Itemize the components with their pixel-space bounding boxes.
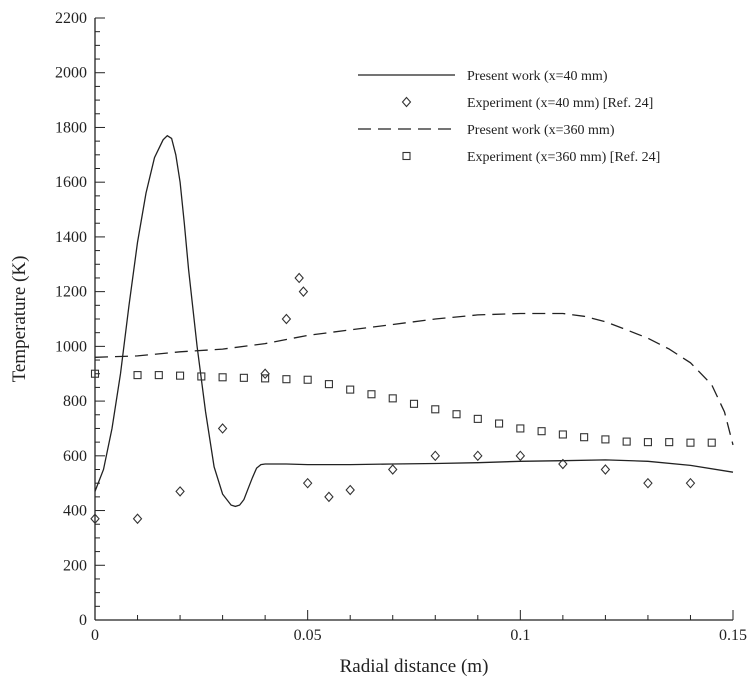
diamond-point [294, 272, 304, 284]
diamond-point [473, 450, 483, 462]
legend-square-marker [402, 151, 411, 161]
legend-label: Experiment (x=360 mm) [Ref. 24] [467, 150, 660, 165]
x-tick-label: 0.15 [719, 627, 747, 644]
square-point [90, 369, 100, 378]
diamond-point [430, 450, 441, 462]
square-point [218, 373, 227, 382]
solid-series-line [94, 134, 734, 508]
square-point [686, 438, 695, 447]
diamond-point [558, 458, 568, 470]
y-tick-label: 200 [63, 557, 87, 574]
diamond-point [685, 477, 696, 489]
legend: Present work (x=40 mm) Experiment (x=40 m… [358, 69, 660, 165]
legend-label: Present work (x=40 mm) [467, 69, 608, 84]
dashed-series-line [94, 312, 734, 446]
series-3 [94, 312, 734, 446]
square-point [261, 374, 270, 383]
diamond-point [281, 313, 292, 325]
diamond-point [90, 513, 100, 525]
legend-item: Present work (x=360 mm) [358, 123, 615, 138]
square-point [643, 438, 652, 447]
diamond-point [298, 286, 309, 297]
square-point [176, 371, 185, 380]
square-point [133, 371, 142, 380]
diamond-point [175, 486, 185, 497]
diamond-point [643, 477, 653, 489]
square-point [473, 414, 482, 423]
y-tick-label: 0 [79, 612, 87, 629]
square-point [197, 372, 206, 381]
square-point [346, 385, 355, 394]
series-1 [94, 134, 734, 508]
legend-item: Present work (x=40 mm) [358, 69, 608, 84]
square-point [495, 419, 504, 428]
diamond-point [260, 368, 270, 380]
square-point [452, 410, 461, 419]
square-point [537, 427, 546, 436]
y-tick-label: 1800 [55, 119, 87, 136]
diamond-point [132, 513, 143, 525]
y-tick-label: 800 [63, 393, 87, 410]
legend-label: Present work (x=360 mm) [467, 123, 615, 138]
legend-item: Experiment (x=360 mm) [Ref. 24] [402, 150, 660, 165]
square-point [303, 375, 312, 384]
x-tick-label: 0.1 [510, 627, 530, 644]
axes: 0 200 400 600 800 1000 1200 1400 1600 1800 2000 220… [55, 10, 747, 644]
y-tick-label: 2200 [55, 10, 87, 27]
y-tick-label: 400 [63, 503, 87, 520]
y-tick-label: 1000 [55, 338, 87, 355]
square-point [409, 399, 419, 408]
square-point [707, 438, 716, 447]
square-point [324, 380, 333, 389]
square-point [580, 433, 589, 442]
x-tick-label: 0 [91, 627, 99, 644]
y-tick-label: 600 [63, 448, 87, 465]
diamond-point [600, 464, 611, 475]
square-point [367, 390, 376, 399]
diamond-point [515, 450, 526, 462]
series-layer [90, 134, 734, 525]
series-4 [90, 369, 716, 447]
square-point [239, 373, 248, 382]
y-tick-label: 1600 [55, 174, 87, 191]
y-tick-label: 1200 [55, 284, 87, 301]
y-axis-label: Temperature (K) [9, 256, 30, 383]
y-tick-label: 1400 [55, 229, 87, 246]
square-point [622, 437, 631, 446]
legend-diamond-marker [401, 96, 412, 108]
diamond-point [324, 491, 334, 503]
diamond-point [302, 477, 313, 489]
legend-label: Experiment (x=40 mm) [Ref. 24] [467, 96, 653, 111]
square-point [516, 424, 525, 433]
square-point [601, 435, 610, 444]
square-point [558, 430, 567, 439]
square-point [665, 438, 674, 447]
square-point [388, 394, 397, 403]
series-2 [90, 272, 696, 525]
y-tick-label: 2000 [55, 65, 87, 82]
square-point [154, 371, 163, 380]
diamond-point [345, 484, 355, 496]
x-tick-label: 0.05 [294, 627, 322, 644]
diamond-point [217, 423, 228, 434]
square-point [431, 405, 440, 414]
x-axis-label: Radial distance (m) [340, 656, 489, 677]
diamond-point [387, 464, 398, 475]
square-point [282, 375, 291, 384]
legend-item: Experiment (x=40 mm) [Ref. 24] [401, 96, 653, 111]
